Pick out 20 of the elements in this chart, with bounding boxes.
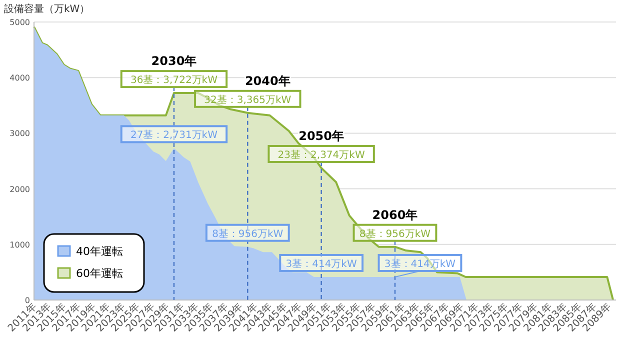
y-tick-label: 3000 — [10, 129, 30, 138]
ref-line-label: 2030年 — [151, 54, 197, 68]
y-tick-label: 2000 — [10, 184, 30, 194]
annotation: 8基：956万kW — [212, 228, 284, 240]
series-label: 40年運転 — [76, 245, 123, 258]
annotation: 36基：3,722万kW — [130, 74, 218, 86]
ref-line-label: 2050年 — [298, 129, 344, 144]
ref-line-label: 2040年 — [244, 74, 290, 88]
ref-line-label: 2060年 — [372, 208, 418, 222]
annotation: 32基：3,365万kW — [204, 94, 292, 106]
annotation: 3基：414万kW — [286, 258, 357, 270]
y-tick-label: 1000 — [10, 240, 30, 250]
y-tick-label: 0 — [24, 296, 30, 305]
annotation: 27基：2,731万kW — [130, 129, 218, 142]
annotation: 8基：956万kW — [359, 228, 431, 240]
y-tick-label: 5000 — [10, 18, 30, 27]
series-label: 60年運転 — [76, 267, 123, 280]
annotation: 23基：2,374万kW — [278, 149, 365, 162]
y-tick-label: 4000 — [10, 74, 30, 83]
y-axis-title: 設備容量（万kW） — [4, 3, 90, 15]
